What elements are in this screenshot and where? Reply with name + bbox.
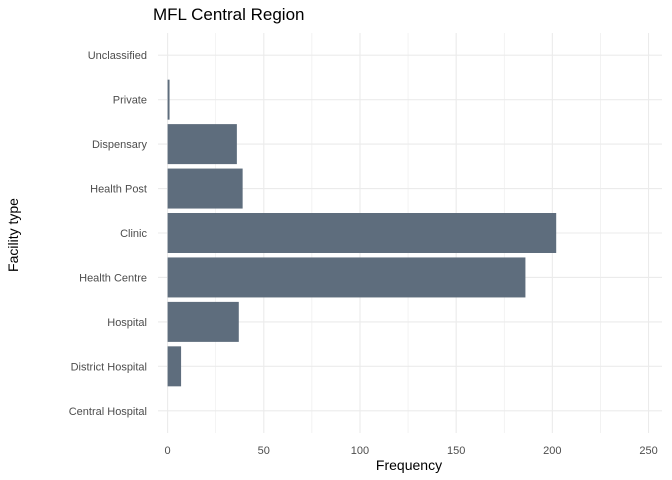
x-tick-label: 50 <box>258 445 270 457</box>
y-tick-label: Dispensary <box>92 139 148 151</box>
bar <box>167 124 237 165</box>
bars <box>167 79 557 387</box>
y-tick-label: Clinic <box>120 228 147 240</box>
y-tick-label: Health Centre <box>79 272 147 284</box>
x-tick-label: 250 <box>639 445 657 457</box>
y-tick-label: Central Hospital <box>69 406 147 418</box>
y-tick-label: Health Post <box>90 184 147 196</box>
bar <box>167 346 182 387</box>
x-tick-label: 0 <box>165 445 171 457</box>
bar <box>167 168 243 209</box>
y-tick-label: Private <box>113 95 147 107</box>
y-tick-label: Unclassified <box>88 50 147 62</box>
bar <box>167 301 239 342</box>
y-axis-title: Facility type <box>5 198 21 272</box>
y-tick-label: District Hospital <box>71 361 147 373</box>
bar <box>167 79 170 120</box>
bar <box>167 213 557 253</box>
bar <box>167 257 526 298</box>
x-tick-label: 200 <box>543 445 561 457</box>
x-tick-label: 100 <box>351 445 369 457</box>
y-tick-label: Hospital <box>107 317 147 329</box>
chart-title: MFL Central Region <box>153 5 305 24</box>
y-tick-labels: Central Hospital District Hospital Hospita… <box>69 50 148 418</box>
x-tick-labels: 0 50 100 150 200 250 <box>165 445 658 457</box>
x-tick-label: 150 <box>447 445 465 457</box>
x-axis-title: Frequency <box>376 457 442 473</box>
